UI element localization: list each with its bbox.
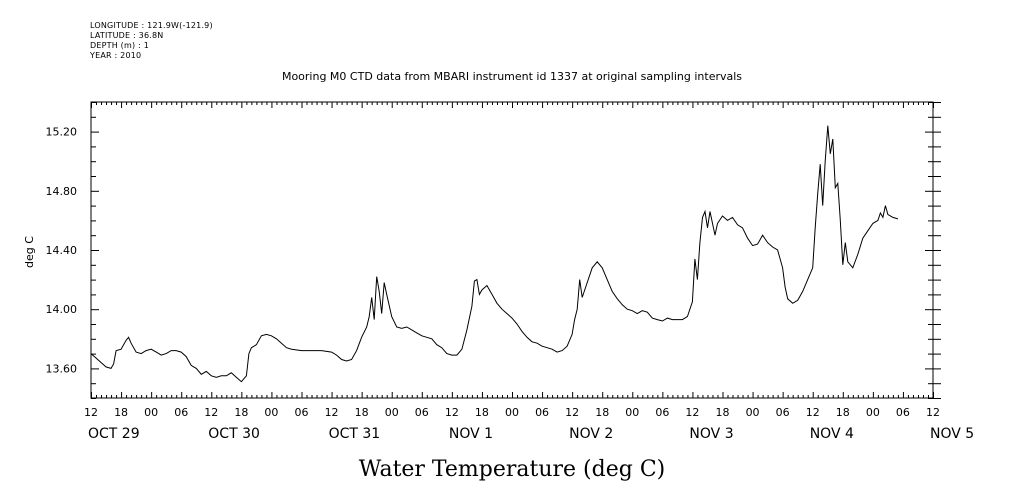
chart-series [90,125,899,383]
x-tick-label: 12 [565,406,579,419]
metadata-block: LONGITUDE : 121.9W(-121.9) LATITUDE : 36… [90,21,213,61]
x-tick-label: 18 [355,406,369,419]
x-tick-label: 00 [144,406,158,419]
x-date-label: NOV 1 [449,426,493,442]
depth-label: DEPTH (m) : 1 [90,41,149,50]
x-tick-label: 06 [535,406,549,419]
x-date-label: NOV 2 [569,426,613,442]
y-tick-label: 14.00 [46,303,78,316]
longitude-label: LONGITUDE : 121.9W(-121.9) [90,21,213,30]
x-tick-label: 12 [685,406,699,419]
x-tick-label: 06 [415,406,429,419]
x-tick-label: 18 [836,406,850,419]
x-tick-label: 12 [806,406,820,419]
x-date-label: NOV 3 [689,426,733,442]
series-line [90,125,899,383]
x-tick-label: 12 [204,406,218,419]
y-tick-label: 14.40 [46,244,78,257]
y-tick-label: 15.20 [46,126,78,139]
x-tick-label: 06 [174,406,188,419]
y-tick-label: 13.60 [46,362,78,375]
x-tick-label: 00 [625,406,639,419]
chart-title: Mooring M0 CTD data from MBARI instrumen… [282,70,742,83]
year-label: YEAR : 2010 [90,51,142,60]
x-tick-label: 00 [264,406,278,419]
x-tick-label: 00 [505,406,519,419]
latitude-label: LATITUDE : 36.8N [90,31,164,40]
y-tick-label: 14.80 [46,185,78,198]
x-tick-label: 12 [84,406,98,419]
x-tick-label: 12 [325,406,339,419]
x-date-label: NOV 5 [930,426,974,442]
plot-frame [90,101,934,399]
x-tick-label: 18 [595,406,609,419]
x-tick-label: 12 [926,406,940,419]
x-date-label: OCT 30 [208,426,260,442]
chart-axes: 12 18 00 06 12 18 00 06 12 18 00 06 12 18 00 06 12 18 00 06… [46,101,974,442]
y-axis-label: deg C [23,236,36,268]
x-tick-label: 06 [295,406,309,419]
x-tick-label: 18 [234,406,248,419]
x-date-label: NOV 4 [810,426,854,442]
x-tick-label: 06 [655,406,669,419]
x-tick-label: 18 [716,406,730,419]
x-tick-label: 06 [896,406,910,419]
x-tick-label: 06 [776,406,790,419]
x-tick-label: 00 [385,406,399,419]
x-tick-label: 00 [746,406,760,419]
x-axis-label: Water Temperature (deg C) [359,457,666,482]
x-tick-label: 18 [475,406,489,419]
x-tick-label: 12 [445,406,459,419]
x-tick-label: 00 [866,406,880,419]
x-tick-label: 18 [114,406,128,419]
x-date-label: OCT 29 [88,426,140,442]
x-date-label: OCT 31 [329,426,381,442]
